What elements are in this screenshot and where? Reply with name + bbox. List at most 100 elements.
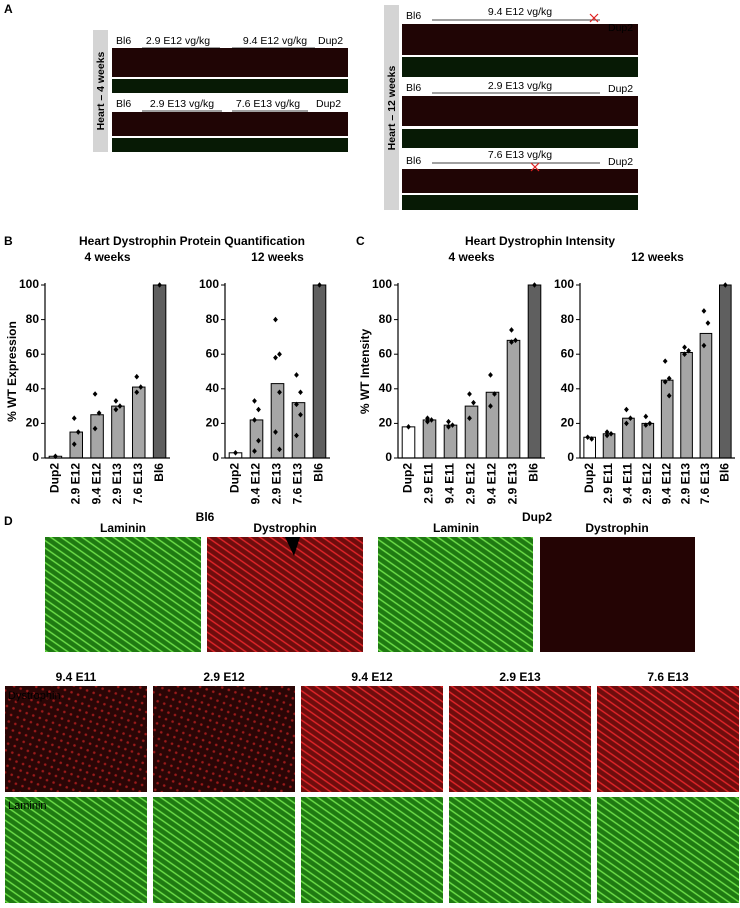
- bar: [443, 424, 458, 459]
- micrograph: [301, 686, 443, 792]
- chart-subtitle: 4 weeks: [84, 250, 130, 264]
- chart: 12 weeks 0 20 40 60 80 100 Dup2 9.4 E12 2.9 E13 7.…: [199, 250, 330, 504]
- data-point: [277, 446, 282, 453]
- data-point: [624, 406, 629, 413]
- y-tick-label: 20: [26, 416, 40, 430]
- micrograph: [597, 797, 739, 903]
- data-point: [425, 418, 430, 425]
- panel-letter: B: [4, 234, 13, 248]
- micrograph: [5, 686, 147, 792]
- data-point: [96, 410, 102, 416]
- y-tick-label: 40: [26, 381, 40, 395]
- y-tick-label: 100: [554, 277, 574, 291]
- y-tick-label: 80: [379, 312, 393, 326]
- micrograph: [449, 686, 591, 792]
- blot-label: 2.9 E12 vg/kg: [146, 35, 210, 47]
- data-point: [113, 406, 119, 413]
- data-point: [589, 436, 595, 442]
- chart: 4 weeks % WT Intensity 0 20 40 60 80 100 Dup2 2.9…: [358, 250, 545, 504]
- band-red: [402, 96, 638, 126]
- data-point: [604, 432, 610, 439]
- blot-label: Dup2: [608, 22, 633, 34]
- y-tick-label: 20: [379, 416, 393, 430]
- row-label: Dystrophin: [8, 690, 61, 702]
- micrograph: [597, 686, 739, 792]
- x-tick-label: 7.6 E13: [131, 463, 145, 505]
- blot-label: Bl6: [406, 10, 421, 22]
- x-tick-label: Dup2: [582, 463, 596, 493]
- data-point: [233, 450, 238, 456]
- bar: [527, 284, 542, 459]
- column-label: 9.4 E12: [351, 670, 393, 684]
- data-point: [71, 441, 77, 447]
- data-point: [492, 391, 497, 397]
- data-point: [446, 418, 451, 425]
- data-point: [138, 384, 144, 390]
- blot-label: Bl6: [116, 98, 131, 110]
- x-tick-label: Dup2: [228, 463, 242, 493]
- data-point: [277, 351, 282, 357]
- blot-label: 2.9 E13 vg/kg: [150, 98, 214, 110]
- group-label: Dup2: [522, 510, 552, 524]
- blot-label: Bl6: [406, 155, 421, 167]
- data-point: [682, 351, 687, 357]
- y-tick-label: 60: [561, 346, 575, 360]
- data-point: [75, 429, 81, 435]
- y-tick-label: 60: [379, 346, 393, 360]
- bar: [583, 436, 596, 459]
- image-label: Laminin: [433, 521, 479, 535]
- data-point: [628, 415, 633, 422]
- bar: [111, 405, 125, 459]
- blot-label: Dup2: [608, 83, 633, 95]
- data-point: [71, 415, 77, 422]
- image-label: Dystrophin: [253, 521, 316, 535]
- micro-top: Bl6 Laminin Dystrophin Dup2 Laminin Dyst…: [45, 510, 695, 652]
- side-label: Heart – 4 weeks: [95, 51, 107, 130]
- data-point: [273, 429, 278, 435]
- data-point: [450, 422, 455, 428]
- chart-subtitle: 4 weeks: [448, 250, 494, 264]
- data-point: [252, 448, 257, 454]
- data-point: [134, 389, 140, 396]
- x-tick-label: Bl6: [152, 463, 166, 482]
- data-point: [471, 399, 476, 406]
- y-tick-label: 60: [206, 346, 220, 360]
- band-red: [402, 169, 638, 193]
- x-tick-label: 2.9 E12: [464, 463, 478, 505]
- x-tick-label: 2.9 E13: [270, 463, 284, 505]
- micrograph: [540, 537, 695, 652]
- bar: [249, 419, 264, 459]
- micro-bottom: 9.4 E11 2.9 E12 9.4 E12 2.9 E13 7.6 E13 Dystr…: [5, 670, 739, 903]
- chart: 12 weeks 0 20 40 60 80 100 Dup2 2.9 E11 9.4 E11 2.…: [554, 250, 735, 504]
- y-tick-label: 40: [561, 381, 575, 395]
- y-tick-label: 100: [19, 277, 39, 291]
- data-point: [256, 406, 261, 413]
- micrograph: [153, 686, 295, 792]
- data-point: [446, 424, 451, 430]
- data-point: [429, 417, 434, 423]
- y-tick-label: 0: [385, 450, 392, 464]
- data-point: [467, 391, 472, 397]
- bar: [660, 379, 674, 459]
- micrograph: [207, 537, 363, 652]
- blot-label: 7.6 E13 vg/kg: [236, 98, 300, 110]
- data-point: [608, 430, 614, 437]
- excluded-mark: [530, 13, 599, 172]
- panel-letter: C: [356, 234, 365, 248]
- column-label: 2.9 E12: [203, 670, 245, 684]
- y-tick-label: 20: [206, 416, 220, 430]
- side-label: Heart – 12 weeks: [386, 66, 398, 151]
- data-point: [722, 282, 728, 288]
- data-point: [662, 358, 668, 364]
- data-point: [509, 339, 514, 345]
- data-point: [252, 398, 257, 404]
- bar: [602, 433, 616, 459]
- data-point: [406, 424, 411, 430]
- data-point: [513, 337, 518, 344]
- data-point: [662, 379, 668, 385]
- x-tick-label: 2.9 E13: [110, 463, 124, 505]
- micrograph: [45, 537, 201, 652]
- data-point: [252, 417, 257, 423]
- data-point: [643, 422, 649, 428]
- data-point: [53, 453, 58, 460]
